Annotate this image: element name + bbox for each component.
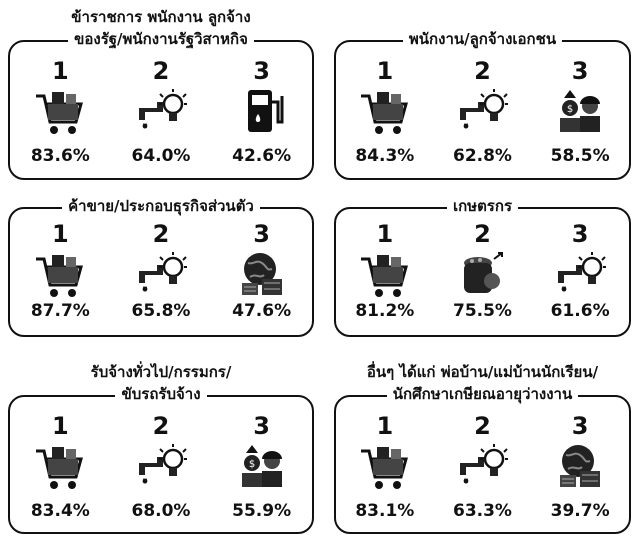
rank-item: 3 42.6% — [211, 58, 312, 166]
svg-text:$: $ — [248, 459, 254, 470]
icon-money: $ — [560, 90, 601, 132]
icon-globe — [241, 253, 282, 295]
percentage: 61.6% — [550, 301, 610, 321]
icon-tap — [460, 444, 509, 484]
panel-title-text: เกษตรกร — [446, 197, 519, 215]
percentage: 62.8% — [452, 146, 512, 166]
percentage: 83.4% — [30, 501, 90, 521]
panel-title-text: ค้าขาย/ประกอบธุรกิจส่วนตัว — [62, 197, 260, 215]
rank-number: 3 — [571, 412, 589, 440]
percentage: 39.7% — [550, 501, 610, 521]
rank-number: 3 — [253, 412, 270, 440]
panel: 1 84.3% 2 62.8% 3 $58.5% — [334, 40, 631, 180]
icon-money: $ — [241, 445, 282, 487]
rank-number: 1 — [51, 412, 69, 440]
rank-number: 2 — [474, 220, 491, 248]
rank-number: 2 — [152, 220, 170, 248]
rank-number: 1 — [51, 220, 69, 248]
rank-number: 2 — [152, 412, 170, 440]
rank-item: 3 $58.5% — [531, 58, 629, 166]
percentage: 58.5% — [550, 146, 610, 166]
panel-title: ค้าขาย/ประกอบธุรกิจส่วนตัว — [8, 196, 314, 216]
percentage: 63.3% — [452, 501, 512, 521]
icon-tap — [138, 252, 187, 292]
panel: 1 87.7% 2 65.8% 3 47.6% — [8, 207, 314, 337]
percentage: 55.9% — [232, 501, 292, 521]
percentage: 81.2% — [355, 301, 415, 321]
panel-title: ข้าราชการ พนักงาน ลูกจ้าง — [8, 7, 314, 27]
icon-fuel — [247, 90, 284, 132]
icon-tap — [460, 89, 509, 129]
icon-cart — [360, 447, 408, 489]
rank-number: 2 — [152, 57, 170, 85]
rank-item: 3 $55.9% — [211, 413, 312, 521]
rank-item: 1 83.1% — [336, 413, 434, 521]
percentage: 87.7% — [30, 301, 90, 321]
panel-title-text: รับจ้างทั่วไป/กรรมกร/ — [84, 363, 238, 381]
icon-cart — [36, 92, 84, 134]
icon-tap — [138, 444, 187, 484]
rank-item: 2 68.0% — [111, 413, 212, 521]
icon-cart — [36, 447, 84, 489]
percentage: 83.6% — [30, 146, 90, 166]
panel: 1 83.6% 2 64.0% 3 42.6% — [8, 40, 314, 180]
rank-number: 3 — [571, 57, 589, 85]
rank-item: 1 83.4% — [10, 413, 111, 521]
panel: 1 83.1% 2 63.3% 3 39.7% — [334, 395, 631, 534]
percentage: 75.5% — [452, 301, 512, 321]
panel-title: ขับรถรับจ้าง — [8, 384, 314, 404]
rank-item: 3 39.7% — [531, 413, 629, 521]
icon-tap — [138, 89, 187, 129]
rank-number: 1 — [376, 412, 394, 440]
percentage: 42.6% — [232, 146, 292, 166]
panel-title-text: ข้าราชการ พนักงาน ลูกจ้าง — [65, 8, 257, 26]
rank-item: 2 64.0% — [111, 58, 212, 166]
panel: 1 83.4% 2 68.0% 3 $55.9% — [8, 395, 314, 534]
rank-number: 1 — [376, 57, 394, 85]
panel-title-text: อื่นๆ ได้แก่ พ่อบ้าน/แม่บ้านนักเรียน/ — [360, 363, 605, 381]
rank-item: 2 75.5% — [434, 221, 532, 321]
icon-globe — [560, 445, 601, 487]
panel-title: ของรัฐ/พนักงานรัฐวิสาหกิจ — [8, 29, 314, 49]
rank-item: 1 87.7% — [10, 221, 111, 321]
percentage: 47.6% — [232, 301, 292, 321]
rank-number: 2 — [474, 57, 491, 85]
percentage: 68.0% — [131, 501, 191, 521]
rank-number: 2 — [474, 412, 491, 440]
icon-cart — [360, 92, 408, 134]
panel-title-text: ของรัฐ/พนักงานรัฐวิสาหกิจ — [68, 30, 254, 48]
panel-title-text: ขับรถรับจ้าง — [115, 385, 207, 403]
rank-item: 1 83.6% — [10, 58, 111, 166]
icon-tap — [558, 252, 607, 292]
svg-text:$: $ — [567, 104, 573, 115]
percentage: 64.0% — [131, 146, 191, 166]
panel-title: นักศึกษาเกษียณอายุว่างงาน — [334, 384, 631, 404]
panel: 1 81.2% 2 75.5% 3 61.6% — [334, 207, 631, 337]
panel-title: เกษตรกร — [334, 196, 631, 216]
rank-number: 3 — [571, 220, 589, 248]
rank-item: 2 63.3% — [434, 413, 532, 521]
rank-item: 2 62.8% — [434, 58, 532, 166]
rank-item: 1 84.3% — [336, 58, 434, 166]
panel-title: พนักงาน/ลูกจ้างเอกชน — [334, 29, 631, 49]
percentage: 65.8% — [131, 301, 191, 321]
percentage: 83.1% — [355, 501, 415, 521]
icon-cart — [36, 255, 84, 297]
rank-item: 3 61.6% — [531, 221, 629, 321]
panel-title: อื่นๆ ได้แก่ พ่อบ้าน/แม่บ้านนักเรียน/ — [334, 362, 631, 382]
percentage: 84.3% — [355, 146, 415, 166]
panel-title-text: พนักงาน/ลูกจ้างเอกชน — [402, 30, 563, 48]
rank-number: 3 — [253, 220, 270, 248]
icon-cart — [360, 255, 408, 297]
rank-item: 3 47.6% — [211, 221, 312, 321]
icon-jar — [464, 252, 504, 293]
panel-title-text: นักศึกษาเกษียณอายุว่างงาน — [386, 385, 579, 403]
rank-item: 1 81.2% — [336, 221, 434, 321]
rank-number: 1 — [376, 220, 394, 248]
rank-number: 1 — [51, 57, 69, 85]
panel-title: รับจ้างทั่วไป/กรรมกร/ — [8, 362, 314, 382]
rank-item: 2 65.8% — [111, 221, 212, 321]
rank-number: 3 — [253, 57, 270, 85]
